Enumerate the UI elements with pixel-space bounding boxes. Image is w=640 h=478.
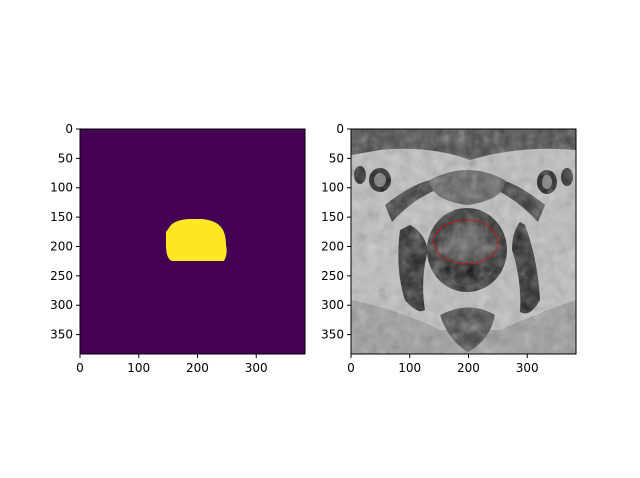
y-tick-label: 350 bbox=[321, 328, 344, 342]
y-tick-label: 200 bbox=[50, 239, 73, 253]
y-tick-label: 50 bbox=[58, 151, 73, 165]
y-tick-label: 100 bbox=[50, 181, 73, 195]
contour-outline bbox=[433, 219, 499, 265]
x-tick-label: 200 bbox=[457, 361, 480, 375]
x-tick-label: 300 bbox=[516, 361, 539, 375]
mask-ticks: 0 100 200 300 0 50 100 150 200 250 300 350 bbox=[50, 122, 268, 375]
y-tick-label: 50 bbox=[329, 151, 344, 165]
y-tick-label: 150 bbox=[50, 210, 73, 224]
y-tick-label: 100 bbox=[321, 181, 344, 195]
x-tick-label: 0 bbox=[76, 361, 84, 375]
x-tick-label: 0 bbox=[347, 361, 355, 375]
y-tick-label: 0 bbox=[65, 122, 73, 136]
mri-axes-frame bbox=[350, 128, 577, 355]
x-tick-label: 300 bbox=[245, 361, 268, 375]
mri-ticks: 0 100 200 300 0 50 100 150 200 250 300 350 bbox=[321, 122, 539, 375]
y-tick-label: 0 bbox=[336, 122, 344, 136]
mri-texture bbox=[351, 129, 576, 354]
mask-panel: 0 100 200 300 0 50 100 150 200 250 300 350 bbox=[50, 122, 306, 375]
y-tick-label: 250 bbox=[50, 269, 73, 283]
x-tick-label: 100 bbox=[127, 361, 150, 375]
y-tick-label: 300 bbox=[50, 298, 73, 312]
mri-panel: 0 100 200 300 0 50 100 150 200 250 300 350 bbox=[321, 122, 577, 375]
y-tick-label: 150 bbox=[321, 210, 344, 224]
y-tick-label: 350 bbox=[50, 328, 73, 342]
y-tick-label: 250 bbox=[321, 269, 344, 283]
y-tick-label: 300 bbox=[321, 298, 344, 312]
mask-axes-frame bbox=[79, 128, 306, 355]
x-tick-label: 200 bbox=[186, 361, 209, 375]
y-tick-label: 200 bbox=[321, 239, 344, 253]
x-tick-label: 100 bbox=[398, 361, 421, 375]
mask-region bbox=[166, 219, 227, 261]
